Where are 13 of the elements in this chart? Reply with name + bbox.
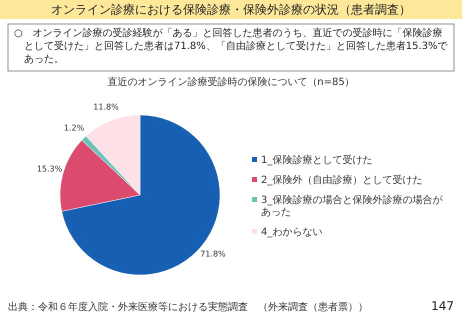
legend-label: 1_保険診療として受けた bbox=[261, 154, 372, 166]
legend-label: 4_わからない bbox=[261, 226, 322, 238]
chart-subtitle: ○ オンライン診療の受診経験が「ある」と回答した患者のうち、直近での受診時に「保険診療として受けた」と回答した患者は71.8%、「自由診療として受けた」と回答した患者15.3%であった。 bbox=[14, 27, 449, 65]
data-label: 71.8% bbox=[200, 249, 226, 258]
source-note: 出典：令和６年度入院・外来医療等における実態調査 （外来調査（患者票）） bbox=[8, 301, 368, 313]
legend-label: 2_保険外（自由診療）として受けた bbox=[261, 174, 422, 186]
text: 直近のオンライン診療受診時の保険について（n=85） bbox=[107, 76, 355, 88]
text: 147 bbox=[431, 299, 454, 313]
data-label: 11.8% bbox=[93, 102, 120, 112]
data-label: 1.2% bbox=[64, 123, 85, 132]
data-label: 15.3% bbox=[36, 164, 63, 174]
chart-title: オンライン診療における保険診療・保険外診療の状況（患者調査） bbox=[51, 2, 411, 16]
legend-label: 3_保険診療の場合と保険外診療の場合があった bbox=[261, 194, 444, 218]
